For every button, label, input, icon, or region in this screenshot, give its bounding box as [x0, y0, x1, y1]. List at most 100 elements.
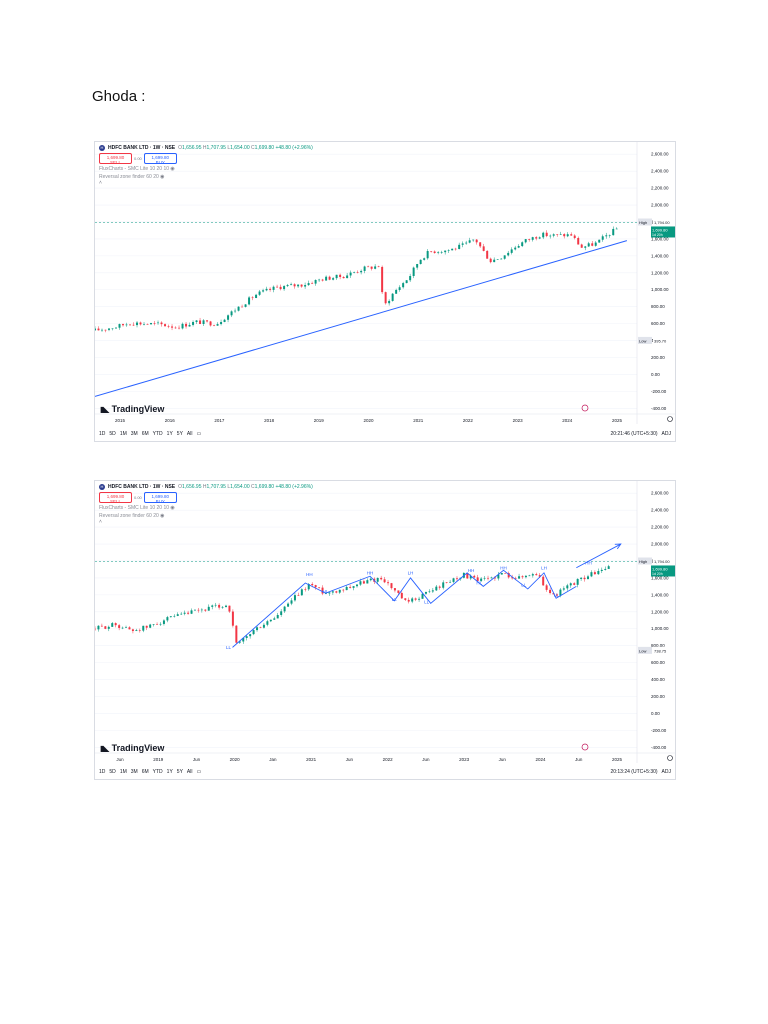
candle	[555, 594, 558, 596]
date-range-icon[interactable]: ▭	[196, 768, 202, 775]
candle	[383, 579, 386, 583]
candle	[538, 237, 541, 239]
candle	[166, 617, 169, 621]
swing-label: LL	[554, 593, 560, 598]
interval-ytd[interactable]: YTD	[152, 430, 163, 437]
collapse-legend-icon[interactable]: ˄	[99, 519, 102, 525]
chart-canvas-1[interactable]: -400.00-200.000.00200.00400.00600.00800.…	[95, 142, 676, 442]
candle	[528, 575, 531, 577]
candle	[183, 612, 186, 614]
candle	[220, 322, 223, 325]
candle	[304, 589, 307, 590]
adj-toggle[interactable]: ADJ	[661, 430, 671, 437]
candle	[514, 247, 517, 250]
spread-value: 0.00	[134, 155, 142, 161]
interval-3m[interactable]: 3M	[130, 768, 138, 775]
buy-button[interactable]: 1,699.80 BUY	[143, 492, 177, 504]
eye-icon[interactable]: ◉	[160, 174, 165, 180]
candle	[328, 276, 331, 280]
indicator-reversal[interactable]: Reversal zone finder 60 20 ◉	[99, 513, 165, 519]
candle	[584, 246, 587, 248]
candle	[169, 616, 172, 618]
collapse-legend-icon[interactable]: ˄	[99, 180, 102, 186]
candle	[604, 568, 607, 570]
clock[interactable]: 20:13:24 (UTC+5:30)	[610, 768, 658, 775]
y-tick-label: 1,000.00	[651, 287, 669, 292]
chart-panel-2[interactable]: -400.00 -200.00 0.00 200.00 400.00 600.00 800.…	[94, 480, 676, 780]
date-range-icon[interactable]: ▭	[196, 430, 202, 437]
interval-5y[interactable]: 5Y	[176, 768, 183, 775]
candle	[476, 577, 479, 581]
candle	[241, 306, 244, 308]
high-value-box	[653, 218, 675, 226]
eye-icon[interactable]: ◉	[170, 505, 175, 511]
gear-icon	[667, 416, 673, 422]
y-tick-label: 1,000.00	[651, 626, 669, 631]
candle	[405, 280, 408, 284]
candle	[153, 323, 156, 324]
candle	[159, 623, 162, 625]
high-label-box	[638, 557, 652, 565]
candle	[265, 288, 268, 291]
candle	[129, 324, 132, 326]
candle	[493, 577, 496, 579]
candle	[162, 620, 165, 624]
eye-icon[interactable]: ◉	[160, 513, 165, 519]
interval-1d[interactable]: 1D	[99, 430, 106, 437]
interval-5y[interactable]: 5Y	[176, 430, 183, 437]
last-price-label: 1,699.80	[652, 227, 668, 232]
sell-button[interactable]: 1,699.80 SELL	[99, 153, 132, 165]
candle	[304, 285, 307, 287]
projection-arrow	[576, 543, 622, 569]
candle	[503, 255, 506, 259]
candle	[580, 577, 583, 579]
candle	[218, 604, 221, 608]
interval-6m[interactable]: 6M	[141, 768, 149, 775]
interval-5d[interactable]: 5D	[109, 430, 116, 437]
y-tick-label: -400.00	[651, 406, 667, 411]
interval-1m[interactable]: 1M	[119, 768, 127, 775]
candle	[213, 325, 216, 327]
candle	[473, 575, 476, 578]
adj-toggle[interactable]: ADJ	[661, 768, 671, 775]
symbol-name[interactable]: HDFC BANK LTD · 1W · NSE	[108, 484, 176, 490]
candle	[342, 589, 345, 591]
candle	[393, 588, 396, 591]
x-tick-label: 2025	[612, 418, 623, 423]
interval-1d[interactable]: 1D	[99, 768, 106, 775]
interval-3m[interactable]: 3M	[130, 430, 138, 437]
candle	[504, 573, 507, 574]
candle	[535, 237, 538, 239]
interval-all[interactable]: All	[186, 768, 193, 775]
clock[interactable]: 20:21:46 (UTC+5:30)	[610, 430, 658, 437]
y-tick-label: 2,200.00	[651, 186, 669, 191]
x-tick-label: 2024	[562, 418, 573, 423]
interval-all[interactable]: All	[186, 430, 193, 437]
interval-ytd[interactable]: YTD	[152, 768, 163, 775]
x-tick-label: 2023	[459, 757, 470, 762]
interval-6m[interactable]: 6M	[141, 430, 149, 437]
y-tick-label: 2,600.00	[651, 152, 669, 157]
indicator-smc[interactable]: FluxCharts - SMC Lite 10 20 10 ◉	[99, 166, 175, 172]
interval-1y[interactable]: 1Y	[166, 430, 173, 437]
chart-canvas-2[interactable]: -400.00 -200.00 0.00 200.00 400.00 600.00 800.…	[95, 481, 676, 780]
interval-1m[interactable]: 1M	[119, 430, 127, 437]
candle	[297, 595, 300, 596]
interval-1y[interactable]: 1Y	[166, 768, 173, 775]
indicator-smc[interactable]: FluxCharts - SMC Lite 10 20 10 ◉	[99, 505, 175, 511]
x-tick-label: Jun	[575, 757, 583, 762]
candle	[160, 322, 163, 325]
eye-icon[interactable]: ◉	[170, 166, 175, 172]
indicator-reversal[interactable]: Reversal zone finder 60 20 ◉	[99, 174, 165, 180]
chart-panel-1[interactable]: -400.00-200.000.00200.00400.00600.00800.…	[94, 141, 676, 442]
sell-button[interactable]: 1,699.80 SELL	[99, 492, 132, 504]
candle	[583, 577, 586, 580]
buy-button[interactable]: 1,699.80 BUY	[143, 153, 177, 165]
candle	[468, 240, 471, 243]
candle	[569, 583, 572, 586]
candle	[524, 239, 527, 243]
symbol-name[interactable]: HDFC BANK LTD · 1W · NSE	[108, 145, 176, 151]
interval-5d[interactable]: 5D	[109, 768, 116, 775]
candle	[167, 326, 170, 327]
candle	[108, 328, 111, 330]
